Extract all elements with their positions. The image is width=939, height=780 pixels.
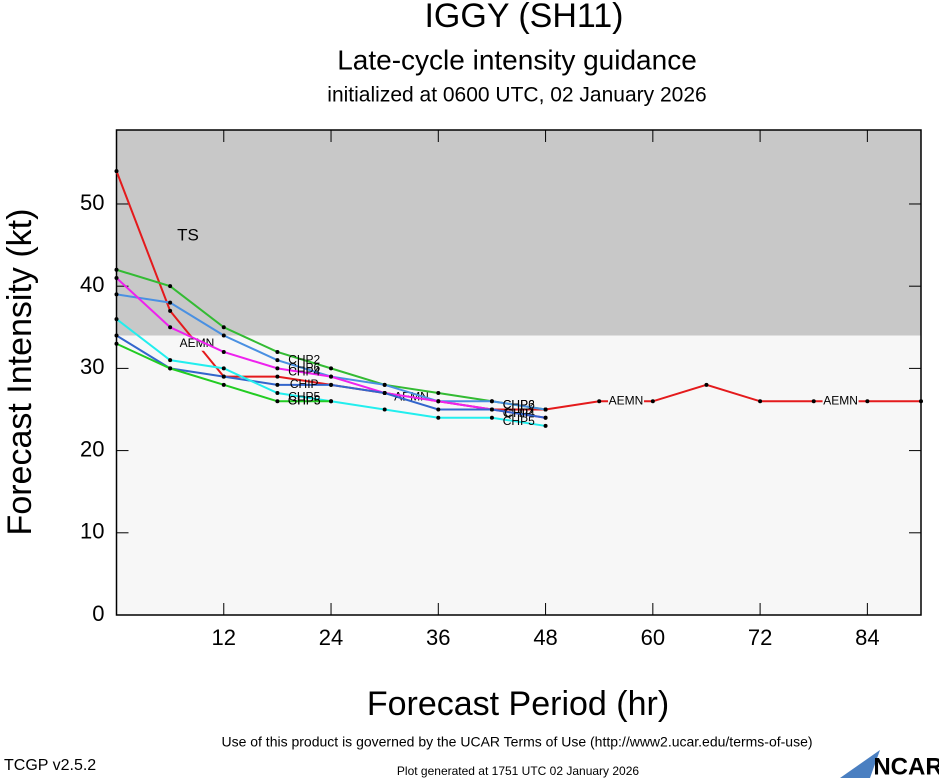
chart-title: IGGY (SH11) xyxy=(424,0,623,35)
y-tick-label: 20 xyxy=(80,436,104,461)
x-axis-label: Forecast Period (hr) xyxy=(367,685,669,723)
y-axis-label: Forecast Intensity (kt) xyxy=(1,209,39,536)
point xyxy=(221,333,226,338)
ts-label: TS xyxy=(177,225,199,244)
point xyxy=(114,341,119,346)
point xyxy=(168,284,173,289)
point xyxy=(650,399,655,404)
point xyxy=(329,374,334,379)
point xyxy=(221,374,226,379)
x-tick-label: 84 xyxy=(855,625,879,650)
point xyxy=(489,399,494,404)
point xyxy=(275,374,280,379)
version: TCGP v2.5.2 xyxy=(4,757,96,774)
y-tick-label: 0 xyxy=(92,601,104,626)
x-tick-label: 72 xyxy=(748,625,772,650)
x-tick-label: 36 xyxy=(426,625,450,650)
terms: Use of this product is governed by the U… xyxy=(221,734,812,750)
series-label: AEMN xyxy=(180,336,215,350)
point xyxy=(275,358,280,363)
point xyxy=(597,399,602,404)
point xyxy=(275,366,280,371)
series-label: CHP5 xyxy=(288,389,320,403)
point xyxy=(919,399,923,404)
point xyxy=(114,275,119,280)
point xyxy=(221,382,226,387)
point xyxy=(811,399,816,404)
point xyxy=(382,391,387,396)
point xyxy=(221,325,226,330)
point xyxy=(221,366,226,371)
series-label: AEMN xyxy=(823,393,858,407)
point xyxy=(436,415,441,420)
point xyxy=(329,399,334,404)
series-label: CHP6 xyxy=(503,398,535,412)
logo-mark xyxy=(840,750,880,778)
series-label: CHP2 xyxy=(288,352,320,366)
chart-subtitle: Late-cycle intensity guidance xyxy=(337,44,697,75)
point xyxy=(168,366,173,371)
point xyxy=(382,407,387,412)
point xyxy=(168,300,173,305)
series-label: CHIP xyxy=(290,377,319,391)
point xyxy=(758,399,763,404)
point xyxy=(436,399,441,404)
point xyxy=(489,415,494,420)
point xyxy=(543,423,548,428)
point xyxy=(865,399,870,404)
point xyxy=(543,407,548,412)
point xyxy=(329,382,334,387)
point xyxy=(382,382,387,387)
point xyxy=(275,349,280,354)
series-label: AEMN xyxy=(609,393,644,407)
series-label-bg xyxy=(822,394,859,409)
point xyxy=(114,292,119,297)
series-line xyxy=(115,170,921,411)
generated: Plot generated at 1751 UTC 02 January 20… xyxy=(397,764,639,778)
point xyxy=(489,407,494,412)
point xyxy=(114,267,119,272)
x-tick-label: 48 xyxy=(533,625,557,650)
point xyxy=(329,366,334,371)
point xyxy=(704,382,709,387)
point xyxy=(543,415,548,420)
x-tick-label: 60 xyxy=(641,625,665,650)
series-label: CHIP xyxy=(504,406,533,420)
series-label: GHP5 xyxy=(288,393,321,407)
series-label-bg xyxy=(608,394,645,409)
series-label: CHP5 xyxy=(503,414,535,428)
point xyxy=(114,317,119,322)
point xyxy=(436,391,441,396)
point xyxy=(275,399,280,404)
series-label: CHP4 xyxy=(288,365,320,379)
point xyxy=(436,407,441,412)
x-tick-label: 24 xyxy=(319,625,343,650)
point xyxy=(275,382,280,387)
series-label: GHP5 xyxy=(288,393,321,407)
init-time: initialized at 0600 UTC, 02 January 2026 xyxy=(327,84,706,107)
point xyxy=(168,358,173,363)
point xyxy=(168,308,173,313)
ts-band xyxy=(116,130,921,336)
y-tick-label: 50 xyxy=(80,190,104,215)
y-tick-label: 40 xyxy=(80,272,104,297)
plot-frame xyxy=(115,129,922,616)
y-tick-label: 10 xyxy=(80,519,104,544)
point xyxy=(221,349,226,354)
point xyxy=(168,325,173,330)
logo: NCAR xyxy=(873,753,939,780)
x-tick-label: 12 xyxy=(212,625,236,650)
point xyxy=(114,169,119,174)
point xyxy=(275,391,280,396)
point xyxy=(114,333,119,338)
y-tick-label: 30 xyxy=(80,354,104,379)
series-label-bg xyxy=(178,336,215,351)
